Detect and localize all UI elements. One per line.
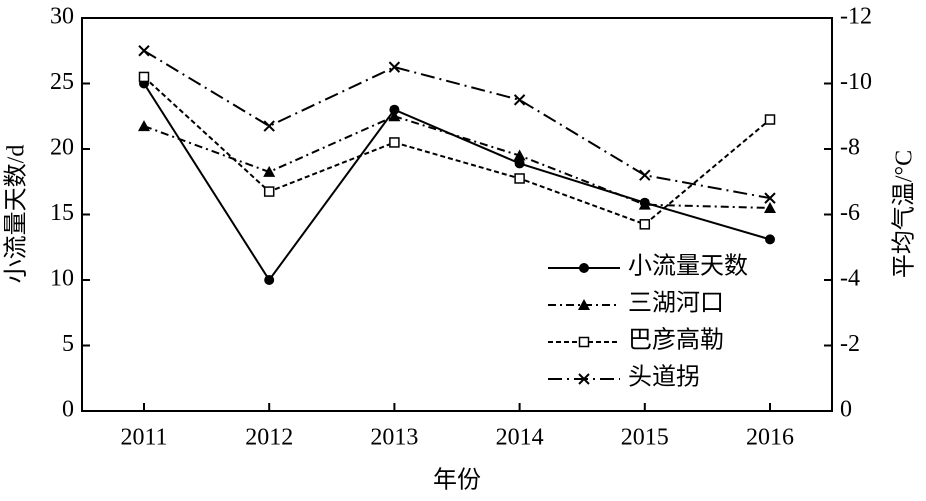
line [143,115,771,209]
line [143,76,771,226]
marker [513,149,526,161]
y2-tick-label: 0 [840,397,852,423]
marker [764,192,776,204]
legend-label: 巴彦高勒 [628,327,724,354]
y-axis-label: 小流量天数/d [3,145,30,284]
marker [765,234,775,245]
y-tick-label: 10 [50,266,74,292]
y-tick-label: 20 [50,135,74,161]
marker [388,110,401,122]
y2-tick-label: -4 [840,266,860,292]
x-tick-label: 2016 [746,425,794,451]
x-tick-label: 2014 [496,425,544,451]
legend-label: 三湖河口 [628,290,724,317]
marker [639,169,651,181]
marker [263,186,275,197]
y-tick-label: 0 [62,397,74,423]
marker [764,201,776,213]
marker [263,120,275,132]
y-tick-label: 15 [50,200,74,226]
y-tick-label: 25 [50,69,74,95]
y2-tick-label: -2 [840,331,860,357]
legend-marker [578,336,590,348]
marker [388,61,401,73]
marker [514,158,525,169]
x-tick-label: 2015 [621,425,669,451]
x-tick-label: 2012 [245,425,293,451]
marker [513,94,526,106]
legend-label: 头道拐 [628,364,700,391]
legend-label: 小流量天数 [628,253,748,280]
x-tick-label: 2013 [370,425,418,451]
y-tick-label: 5 [62,331,74,357]
y2-tick-label: -12 [840,4,872,30]
marker [764,114,776,125]
x-axis-label: 年份 [433,467,481,494]
marker [138,71,150,83]
legend-marker [578,373,590,385]
y2-axis-label: 平均气温/°C [891,150,918,278]
line [143,49,771,200]
marker [638,198,651,210]
y2-tick-label: -6 [840,200,860,226]
y-tick-label: 30 [50,4,74,30]
marker [264,275,275,285]
marker [138,45,150,57]
marker [138,120,150,132]
legend-marker [578,299,590,310]
marker [514,173,525,184]
y2-tick-label: -8 [840,135,860,161]
x-tick-label: 2011 [120,425,167,451]
marker [389,137,400,148]
marker [263,165,276,177]
legend-marker [579,263,589,273]
marker [389,104,400,115]
marker [639,219,651,230]
y2-tick-label: -10 [840,69,872,95]
